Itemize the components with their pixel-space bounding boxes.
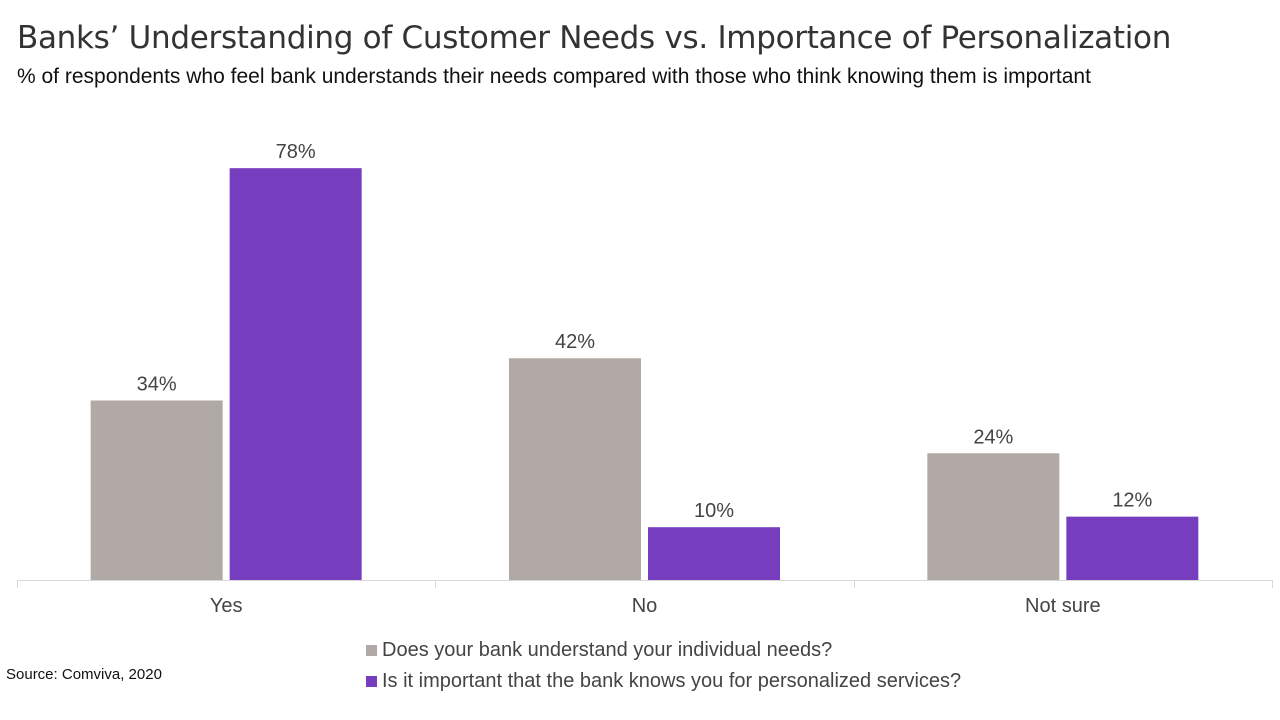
chart-title: Banks’ Understanding of Customer Needs v… bbox=[17, 20, 1172, 56]
legend-swatch-series-1 bbox=[366, 645, 377, 656]
legend: Does your bank understand your individua… bbox=[366, 635, 961, 697]
data-label: 10% bbox=[694, 500, 734, 522]
x-tick-label: Yes bbox=[210, 595, 243, 617]
bar-yes-series-2 bbox=[229, 168, 362, 580]
bar-not-sure-series-2 bbox=[1066, 516, 1199, 580]
data-label: 12% bbox=[1112, 490, 1152, 512]
bar-not-sure-series-1 bbox=[927, 453, 1060, 580]
data-label: 78% bbox=[276, 141, 316, 163]
bar-no-series-1 bbox=[509, 358, 641, 580]
legend-label-series-2: Is it important that the bank knows you … bbox=[382, 670, 962, 692]
chart-subtitle: % of respondents who feel bank understan… bbox=[17, 65, 1091, 88]
legend-item-series-2: Is it important that the bank knows you … bbox=[366, 666, 961, 697]
data-label: 34% bbox=[137, 373, 177, 395]
bar-yes-series-1 bbox=[90, 400, 223, 580]
legend-item-series-1: Does your bank understand your individua… bbox=[366, 635, 961, 666]
x-tick-label: Not sure bbox=[1025, 595, 1101, 617]
x-tick-label: No bbox=[632, 595, 658, 617]
bar-no-series-2 bbox=[648, 527, 780, 580]
data-label: 24% bbox=[973, 426, 1013, 448]
legend-swatch-series-2 bbox=[366, 676, 377, 687]
data-label: 42% bbox=[555, 331, 595, 353]
source-note: Source: Comviva, 2020 bbox=[6, 666, 162, 683]
legend-label-series-1: Does your bank understand your individua… bbox=[382, 639, 833, 661]
